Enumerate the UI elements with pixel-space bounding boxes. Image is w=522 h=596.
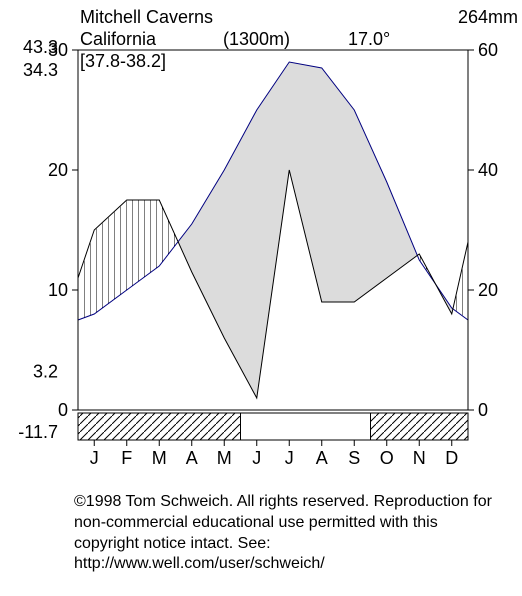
left-extra-label: -11.7 (18, 422, 58, 442)
annual-precip: 264mm (458, 8, 518, 28)
month-label: S (348, 448, 360, 468)
location-name: Mitchell Caverns (80, 8, 213, 28)
wet-region (78, 200, 178, 320)
region-name: California (80, 30, 156, 50)
climate-diagram: 010203043.334.33.2-11.70204060JFMAMJJASO… (0, 0, 522, 596)
month-label: M (152, 448, 167, 468)
right-tick-label: 40 (478, 160, 498, 180)
month-label: J (285, 448, 294, 468)
dry-region (178, 62, 417, 398)
left-tick-label: 0 (58, 400, 68, 420)
month-label: A (186, 448, 198, 468)
month-label: D (445, 448, 458, 468)
month-label: J (90, 448, 99, 468)
left-extra-label: 34.3 (23, 60, 58, 80)
left-tick-label: 10 (48, 280, 68, 300)
right-tick-label: 60 (478, 40, 498, 60)
temp-range: [37.8-38.2] (80, 52, 166, 72)
left-extra-label: 3.2 (33, 362, 58, 382)
copyright-footer: ©1998 Tom Schweich. All rights reserved.… (74, 492, 494, 575)
right-tick-label: 20 (478, 280, 498, 300)
left-extra-label: 43.3 (23, 37, 58, 57)
frost-segment (371, 413, 469, 440)
month-label: O (380, 448, 394, 468)
month-label: N (413, 448, 426, 468)
month-label: A (316, 448, 328, 468)
frost-segment (78, 413, 241, 440)
left-tick-label: 20 (48, 160, 68, 180)
mean-temp: 17.0° (348, 30, 390, 50)
month-label: F (121, 448, 132, 468)
elevation: (1300m) (223, 30, 290, 50)
month-label: J (252, 448, 261, 468)
right-tick-label: 0 (478, 400, 488, 420)
month-label: M (217, 448, 232, 468)
